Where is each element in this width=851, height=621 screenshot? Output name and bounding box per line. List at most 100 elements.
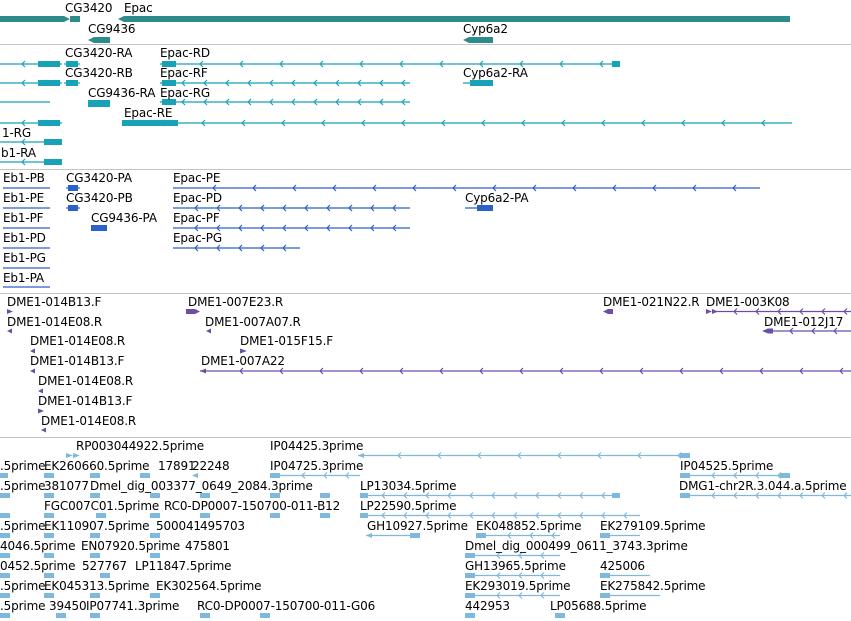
est-label[interactable]: 381077	[44, 479, 89, 493]
est-label[interactable]: 17891	[158, 459, 196, 473]
est-label[interactable]: EK275842.5prime	[600, 579, 706, 593]
est-feature[interactable]	[360, 492, 620, 499]
est-label[interactable]: 22248	[192, 459, 230, 473]
est-label[interactable]: EK045313.5prime	[44, 579, 150, 593]
est-feature[interactable]	[360, 512, 640, 519]
clone-label[interactable]: DME1-012J17	[764, 315, 844, 329]
protein-feature-epac-pe[interactable]	[173, 184, 760, 192]
est-label[interactable]: LP11847.5prime	[135, 559, 232, 573]
protein-label[interactable]: Epac-PE	[173, 171, 221, 185]
transcript-feature-cg9436-ra[interactable]	[88, 100, 110, 107]
transcript-feature-epac-rg[interactable]	[160, 98, 410, 106]
est-label[interactable]: IP04525.5prime	[680, 459, 774, 473]
est-feature[interactable]	[140, 473, 150, 478]
est-label[interactable]: IP07741.3prime	[86, 599, 180, 613]
est-label[interactable]: RP003044922.5prime	[76, 439, 204, 453]
protein-label[interactable]: Cyp6a2-PA	[465, 191, 529, 205]
transcript-label[interactable]: Epac-RF	[160, 66, 208, 80]
est-feature[interactable]	[270, 472, 360, 479]
est-feature[interactable]	[0, 533, 160, 538]
protein-label[interactable]: Eb1-PE	[3, 191, 45, 205]
clone-label[interactable]: DME1-003K08	[706, 295, 790, 309]
est-feature[interactable]	[0, 513, 106, 518]
transcript-feature-cyp6a2-ra[interactable]	[463, 80, 493, 86]
transcript-label[interactable]: Epac-RD	[160, 46, 211, 60]
protein-label[interactable]: Epac-PG	[173, 231, 222, 245]
est-label[interactable]: 4046.5prime	[0, 539, 76, 553]
gene-feature-cg3420[interactable]	[0, 16, 80, 22]
gene-feature-cg9436[interactable]	[88, 37, 110, 43]
est-feature[interactable]	[200, 613, 270, 618]
protein-feature-cyp6a2-pa[interactable]	[465, 205, 493, 211]
est-label[interactable]: Dmel_dig_003377_0649_2084.3prime	[90, 479, 313, 493]
est-label[interactable]: EK302564.5prime	[156, 579, 262, 593]
clone-feature[interactable]	[7, 309, 13, 314]
protein-label[interactable]: Eb1-PB	[3, 171, 45, 185]
est-label[interactable]: 442953	[465, 599, 510, 613]
est-label[interactable]: DMG1-chr2R.3.044.a.5prime	[679, 479, 847, 493]
est-feature[interactable]	[465, 572, 560, 579]
protein-label[interactable]: CG3420-PB	[66, 191, 133, 205]
est-feature[interactable]	[366, 533, 420, 538]
clone-label[interactable]: DME1-014B13.F	[7, 295, 102, 309]
clone-label[interactable]: DME1-014E08.R	[30, 334, 126, 348]
est-label[interactable]: .5prime	[0, 599, 46, 613]
protein-feature-epac-pf[interactable]	[173, 224, 410, 232]
protein-label[interactable]: CG9436-PA	[91, 211, 157, 225]
est-feature[interactable]	[680, 492, 851, 499]
est-label[interactable]: IP04725.3prime	[270, 459, 364, 473]
clone-feature[interactable]	[603, 309, 613, 314]
clone-feature[interactable]	[206, 328, 211, 334]
clone-label[interactable]: DME1-015F15.F	[240, 334, 333, 348]
transcript-feature-epac-rf[interactable]	[160, 79, 410, 87]
est-feature[interactable]	[150, 513, 210, 518]
est-label[interactable]: EK260660.5prime	[44, 459, 150, 473]
clone-feature[interactable]	[7, 328, 12, 334]
est-label[interactable]: .5prime	[0, 519, 46, 533]
est-feature[interactable]	[465, 592, 560, 599]
est-label[interactable]: 0452.5prime	[0, 559, 76, 573]
clone-feature[interactable]	[30, 348, 35, 354]
clone-feature[interactable]	[762, 327, 851, 335]
transcript-feature-cg3420-ra[interactable]	[64, 61, 80, 67]
protein-feature-cg3420-pb[interactable]	[66, 205, 80, 211]
est-label[interactable]: EK110907.5prime	[44, 519, 150, 533]
clone-label[interactable]: DME1-021N22.R	[603, 295, 700, 309]
protein-feature-epac-pd[interactable]	[173, 204, 410, 212]
clone-feature[interactable]	[41, 427, 46, 433]
clone-feature[interactable]	[38, 388, 43, 394]
clone-label[interactable]: DME1-014B13.F	[38, 394, 133, 408]
est-feature[interactable]	[600, 593, 660, 598]
est-label[interactable]: EK279109.5prime	[600, 519, 706, 533]
est-feature[interactable]	[66, 453, 80, 458]
gene-label[interactable]: Epac	[124, 1, 153, 15]
protein-feature-eb1[interactable]	[3, 187, 50, 288]
est-feature[interactable]	[0, 553, 160, 558]
est-feature[interactable]	[0, 473, 8, 478]
transcript-label[interactable]: Epac-RG	[160, 86, 211, 100]
est-feature[interactable]	[600, 573, 650, 578]
clone-label[interactable]: DME1-007E23.R	[188, 295, 284, 309]
est-feature[interactable]	[0, 593, 160, 598]
clone-feature[interactable]	[706, 308, 851, 315]
est-label[interactable]: LP05688.5prime	[550, 599, 647, 613]
est-feature[interactable]	[600, 533, 640, 538]
clone-feature[interactable]	[30, 368, 35, 374]
gene-label[interactable]: Cyp6a2	[463, 22, 508, 36]
est-feature[interactable]	[358, 452, 690, 459]
protein-label[interactable]: CG3420-PA	[66, 171, 132, 185]
est-feature[interactable]	[0, 573, 110, 578]
est-label[interactable]: LP22590.5prime	[360, 499, 457, 513]
protein-label[interactable]: Epac-PF	[173, 211, 220, 225]
est-label[interactable]: RC0-DP0007-150700-011-B12	[164, 499, 341, 513]
est-feature[interactable]	[270, 493, 330, 498]
est-label[interactable]: 39450	[49, 599, 87, 613]
est-label[interactable]: FGC007C01.5prime	[44, 499, 160, 513]
clone-feature[interactable]	[38, 408, 44, 414]
est-label[interactable]: .5prime	[0, 459, 46, 473]
gene-feature-cyp6a2[interactable]	[463, 37, 493, 43]
protein-label[interactable]: Eb1-PD	[3, 231, 46, 245]
est-feature[interactable]	[465, 613, 565, 618]
est-label[interactable]: 475801	[185, 539, 230, 553]
transcript-label[interactable]: b1-RA	[1, 146, 36, 160]
